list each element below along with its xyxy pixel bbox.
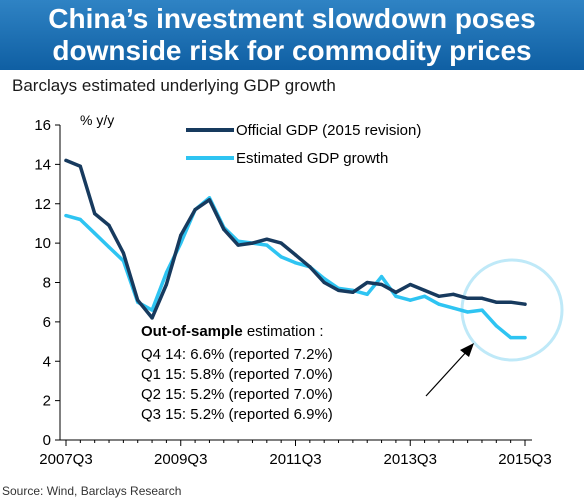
data-point (78, 164, 82, 168)
data-point (207, 198, 212, 202)
data-point (379, 274, 384, 279)
y-tick-label: 10 (34, 235, 51, 252)
legend-label: Estimated GDP growth (236, 150, 388, 167)
title-line-1: China’s investment slowdown poses (48, 3, 536, 34)
data-point (365, 280, 369, 285)
y-tick-label: 8 (43, 275, 51, 292)
data-point (150, 316, 154, 320)
data-point (293, 261, 298, 265)
series-layer (64, 158, 527, 340)
data-point (451, 292, 455, 296)
annotation-line: Q4 14: 6.6% (reported 7.2%) (141, 346, 333, 363)
chart-axes: 0 2 4 6 8 10 12 14 16 % y/y 2007Q3 2009Q3 2011Q3 2013… (34, 112, 551, 468)
data-point (494, 300, 498, 304)
data-point (322, 280, 326, 285)
legend-label: Official GDP (2015 revision) (236, 122, 421, 139)
x-tick-label: 2011Q3 (269, 451, 321, 468)
title-line-2: downside risk for commodity prices (52, 35, 532, 66)
annotation-heading: Out-of-sample estimation : (141, 323, 324, 340)
data-point (466, 296, 470, 300)
data-point (422, 294, 427, 298)
y-tick-label: 16 (34, 117, 51, 134)
title-banner: China’s investment slowdown poses downsi… (0, 0, 584, 70)
data-point (408, 298, 412, 302)
gdp-chart: 0 2 4 6 8 10 12 14 16 % y/y 2007Q3 2009Q3 2011Q3 2013… (34, 112, 564, 468)
data-point (394, 290, 398, 294)
data-point (64, 213, 68, 218)
data-point (437, 294, 441, 298)
data-point (480, 308, 484, 312)
data-point (451, 306, 455, 310)
data-point (93, 231, 97, 235)
data-point (379, 282, 384, 287)
data-point (523, 336, 527, 340)
data-point (308, 265, 312, 269)
data-point (351, 290, 355, 294)
data-point (93, 211, 97, 216)
series-line-official (64, 158, 527, 320)
data-point (265, 243, 269, 247)
x-tick-label: 2009Q3 (154, 451, 207, 468)
data-point (236, 243, 240, 247)
data-point (509, 336, 513, 340)
annotation-heading-rest: estimation : (243, 323, 324, 340)
annotation-arrowhead (460, 343, 474, 357)
data-point (107, 223, 111, 228)
data-point (265, 237, 269, 241)
data-point (78, 217, 82, 222)
data-point (150, 308, 154, 312)
x-tick-label: 2015Q3 (498, 451, 551, 468)
data-point (121, 251, 125, 255)
x-tick-label: 2007Q3 (39, 451, 92, 468)
data-point (193, 208, 197, 212)
data-point (509, 300, 513, 304)
data-point (394, 294, 398, 298)
source-note: Source: Wind, Barclays Research (2, 484, 182, 498)
data-point (164, 282, 169, 287)
data-point (136, 298, 140, 302)
data-point (179, 233, 183, 237)
y-tick-label: 14 (34, 156, 51, 173)
data-point (64, 158, 68, 163)
y-tick-label: 12 (34, 196, 51, 213)
annotation-layer: Out-of-sample estimation : Q4 14: 6.6% (r… (141, 323, 474, 423)
data-point (250, 241, 255, 245)
y-tick-label: 2 (43, 393, 51, 410)
data-point (279, 241, 283, 245)
data-point (336, 288, 341, 292)
annotation-heading-bold: Out-of-sample (141, 323, 243, 340)
data-point (279, 255, 283, 259)
data-point (222, 227, 226, 231)
chart-legend: Official GDP (2015 revision) Estimated GD… (186, 122, 421, 167)
chart-subtitle: Barclays estimated underlying GDP growth (12, 76, 336, 95)
data-point (466, 310, 470, 314)
data-point (107, 245, 111, 249)
data-point (164, 271, 169, 275)
y-tick-label: 0 (43, 432, 51, 449)
data-point (365, 292, 369, 296)
data-point (437, 302, 441, 306)
data-point (293, 253, 298, 257)
y-tick-label: 4 (43, 353, 51, 370)
series-line-estimated (64, 196, 527, 340)
annotation-line: Q2 15: 5.2% (reported 7.0%) (141, 386, 333, 403)
data-point (480, 296, 484, 300)
y-tick-label: 6 (43, 314, 51, 331)
data-point (523, 302, 527, 306)
annotation-line: Q1 15: 5.8% (reported 7.0%) (141, 366, 333, 383)
annotation-line: Q3 15: 5.2% (reported 6.9%) (141, 406, 333, 423)
data-point (494, 324, 498, 328)
data-point (408, 282, 412, 287)
annotation-arrow (425, 349, 469, 397)
x-tick-label: 2013Q3 (384, 451, 437, 468)
y-axis-label: % y/y (80, 112, 114, 128)
data-point (422, 288, 427, 292)
